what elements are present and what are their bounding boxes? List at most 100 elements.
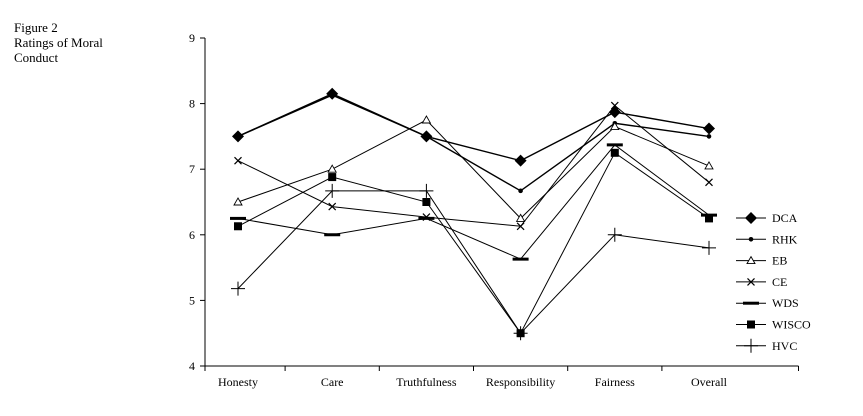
figure-caption: Figure 2 Ratings of Moral Conduct [14,20,103,65]
data-point-eb [610,121,620,131]
data-point-dca [514,154,527,167]
series-line-wds [237,144,710,260]
legend-marker-hvc [744,338,758,353]
data-point-ce [610,101,619,110]
data-point-eb [704,161,714,170]
marker-square [234,222,242,231]
marker-dot [748,237,754,242]
legend-marker-ce [747,277,755,286]
marker-square [422,198,431,206]
data-point-rhk [329,92,335,98]
data-point-rhk [235,134,241,139]
series-layer [230,87,717,341]
data-point-wisco [610,148,619,157]
figure-title-line-1: Ratings of Moral [14,35,103,50]
y-tick-label: 6 [189,228,195,242]
marker-dot [329,92,335,98]
data-point-dca [608,106,621,119]
legend-marker-wisco [747,320,755,329]
data-point-wisco [422,198,431,206]
legend-label-hvc: HVC [772,339,797,353]
chart-axes: 4 5 6 7 8 9 Honesty Care Truthfulness Responsibil… [189,31,799,389]
marker-x [516,222,525,231]
marker-triangle [327,164,337,173]
series-line-eb [237,119,710,220]
series-line-wisco [237,152,710,335]
data-point-rhk [706,134,712,139]
data-point-eb [515,213,526,222]
marker-x [328,202,337,211]
legend-label-rhk: RHK [772,232,798,246]
marker-triangle [610,121,620,131]
marker-diamond [514,154,527,167]
legend-label-wds: WDS [772,296,799,310]
marker-square [705,214,713,223]
marker-triangle [704,161,714,170]
data-point-hvc [702,240,716,255]
series-line-hvc [237,190,710,334]
data-point-eb [421,115,432,124]
marker-plus [231,281,245,296]
marker-triangle [233,197,243,206]
series-wisco [234,148,713,338]
legend-label-ce: CE [772,275,787,289]
legend-label-dca: DCA [772,211,798,225]
legend-marker-rhk [748,237,754,242]
data-point-ce [328,202,337,211]
legend-marker-eb [746,255,756,265]
legend-item-rhk: RHK [736,232,798,246]
legend-item-wds: WDS [736,296,799,310]
series-eb [233,115,714,222]
data-point-ce [234,156,242,165]
legend-item-wisco: WISCO [736,318,811,332]
x-tick-label: Care [321,375,344,389]
marker-plus [607,227,622,242]
marker-diamond [745,212,757,224]
y-tick-label: 9 [189,31,195,45]
marker-dot [235,134,241,139]
marker-plus [702,240,716,255]
y-tick-label: 5 [189,293,195,307]
chart-legend: DCA RHK EB CE WDS WISCO HVC [736,211,811,353]
figure-title-line-2: Conduct [14,50,59,65]
marker-triangle [421,115,432,124]
marker-x [705,178,713,187]
data-point-wisco [234,222,242,231]
data-point-hvc [419,183,434,198]
legend-label-wisco: WISCO [772,318,811,332]
marker-x [747,277,755,286]
data-point-eb [327,164,337,173]
data-point-wisco [328,173,337,182]
series-line-dca [237,92,710,162]
marker-triangle [515,213,526,222]
marker-dot [518,188,523,194]
data-point-rhk [424,134,429,139]
marker-plus [744,338,758,353]
data-point-dca [703,122,715,135]
x-tick-label: Truthfulness [396,375,457,389]
series-line-ce [237,104,710,227]
marker-dot [706,134,712,139]
legend-item-dca: DCA [736,211,798,225]
legend-item-ce: CE [736,275,787,289]
marker-plus [325,183,340,198]
marker-plus [513,326,528,341]
legend-item-hvc: HVC [736,339,797,353]
data-point-hvc [513,326,528,341]
marker-dot [424,134,429,139]
marker-triangle [746,255,756,265]
x-tick-label: Fairness [595,375,635,389]
marker-diamond [608,106,621,119]
data-point-hvc [325,183,340,198]
data-point-hvc [231,281,245,296]
y-tick-label: 7 [189,162,195,176]
data-point-wisco [705,214,713,223]
marker-x [610,101,619,110]
x-tick-label: Responsibility [486,375,555,389]
marker-square [610,148,619,157]
series-wds [230,143,717,261]
series-line-rhk [237,94,710,192]
data-point-rhk [518,188,523,194]
legend-item-eb: EB [736,254,787,268]
